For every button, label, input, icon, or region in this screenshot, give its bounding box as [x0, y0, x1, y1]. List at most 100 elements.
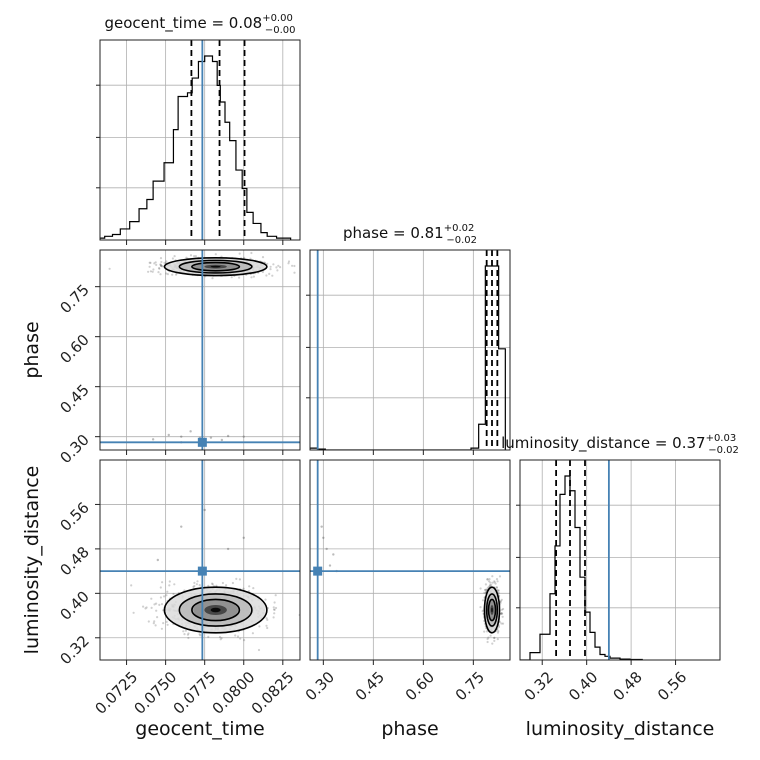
scatter-point	[156, 616, 159, 619]
scatter-point	[192, 585, 195, 588]
scatter-point	[271, 274, 274, 277]
title-minus-phase: −0.02	[446, 235, 477, 246]
hist-geocent_time-frame	[99, 39, 301, 241]
contour-1	[178, 593, 253, 627]
hist-geocent_time	[100, 55, 292, 240]
panel-luminosity_distance-vs-phase	[310, 460, 510, 660]
panels-layer	[96, 39, 721, 661]
scatter-point	[175, 273, 178, 276]
scatter-point	[488, 584, 492, 587]
ytick-label-phase-2: 0.60	[56, 331, 92, 367]
xtick-label-geocent_time-4: 0.0825	[248, 668, 298, 718]
scatter-point	[163, 261, 166, 264]
scatter-point	[159, 586, 162, 589]
scatter-point	[153, 620, 156, 623]
scatter-point	[269, 265, 272, 268]
scatter-point	[193, 255, 196, 258]
scatter-point	[479, 606, 482, 609]
scatter-point	[235, 577, 238, 581]
scatter-point	[486, 578, 489, 581]
xtick-label-luminosity_distance-1: 0.40	[565, 668, 601, 704]
scatter-point	[160, 627, 163, 630]
scatter-point	[500, 622, 503, 625]
xlabel-geocent_time: geocent_time	[135, 718, 264, 740]
scatter-point	[238, 276, 241, 279]
scatter-point	[481, 599, 485, 602]
scatter-point	[273, 601, 276, 604]
outlier-point-6	[226, 434, 230, 438]
ytick-label-phase-0: 0.30	[56, 431, 92, 467]
scatter-point	[277, 264, 280, 267]
scatter-point	[198, 633, 201, 636]
panel-2_0-frame	[99, 459, 301, 661]
truth-marker-2_1	[313, 566, 323, 576]
panel-phase-vs-geocent_time	[100, 250, 300, 450]
scatter-point	[185, 256, 188, 259]
scatter-point	[269, 268, 272, 271]
scatter-point	[239, 637, 242, 640]
xtick-label-phase-0: 0.30	[302, 668, 338, 704]
panel-2_1-frame	[309, 459, 511, 661]
scatter-point	[497, 630, 500, 633]
scatter-point	[495, 578, 499, 581]
scatter-point	[497, 591, 500, 595]
scatter-point	[157, 271, 160, 274]
scatter-point	[160, 603, 164, 606]
scatter-point	[252, 587, 255, 590]
scatter-point	[238, 252, 241, 255]
outlier-point-0	[322, 536, 325, 539]
scatter-point	[272, 606, 275, 609]
scatter-point	[498, 575, 502, 578]
scatter-point	[211, 277, 214, 280]
scatter-point	[485, 588, 488, 591]
scatter-point	[243, 639, 246, 642]
scatter-point	[159, 263, 162, 266]
scatter-point	[161, 581, 164, 584]
scatter-point	[493, 581, 496, 584]
scatter-point	[173, 255, 176, 258]
scatter-point	[274, 606, 278, 610]
scatter-point	[489, 634, 492, 637]
scatter-point	[266, 262, 269, 265]
scatter-point	[158, 603, 161, 607]
scatter-point	[161, 265, 164, 268]
scatter-point	[486, 640, 489, 644]
scatter-point	[184, 629, 187, 632]
scatter-point	[496, 589, 499, 592]
outlier-point-0	[180, 525, 183, 528]
scatter-point	[491, 575, 494, 578]
scatter-point	[108, 267, 111, 270]
ytick-label-luminosity_distance-1: 0.40	[56, 587, 92, 623]
scatter-point	[196, 580, 199, 583]
scatter-point	[159, 596, 162, 599]
ylabel-luminosity_distance: luminosity_distance	[21, 466, 43, 655]
scatter-point	[264, 598, 267, 601]
xtick-label-phase-2: 0.60	[402, 668, 438, 704]
scatter-point	[287, 260, 291, 263]
scatter-point	[268, 272, 271, 275]
scatter-point	[273, 608, 276, 611]
scatter-point	[173, 583, 176, 586]
scatter-point	[182, 630, 185, 633]
outlier-point-2	[203, 508, 206, 512]
outlier-point-1	[325, 547, 328, 551]
title-minus-luminosity_distance: −0.02	[708, 445, 739, 456]
scatter-point	[207, 584, 210, 588]
scatter-point	[168, 580, 171, 583]
scatter-point	[497, 589, 500, 592]
title-plus-geocent_time: +0.00	[262, 13, 293, 24]
hist-phase	[310, 265, 506, 450]
ylabel-phase: phase	[21, 321, 43, 378]
scatter-point	[130, 584, 133, 587]
outlier-point-9	[220, 438, 224, 442]
title-minus-geocent_time: −0.00	[265, 25, 296, 36]
scatter-point	[279, 266, 282, 269]
scatter-point	[500, 612, 503, 615]
scatter-point	[207, 635, 210, 639]
scatter-point	[171, 257, 174, 260]
outlier-point-4	[332, 553, 335, 556]
scatter-point	[491, 642, 494, 645]
scatter-point	[258, 625, 261, 628]
scatter-point	[220, 637, 223, 640]
scatter-point	[165, 620, 168, 624]
